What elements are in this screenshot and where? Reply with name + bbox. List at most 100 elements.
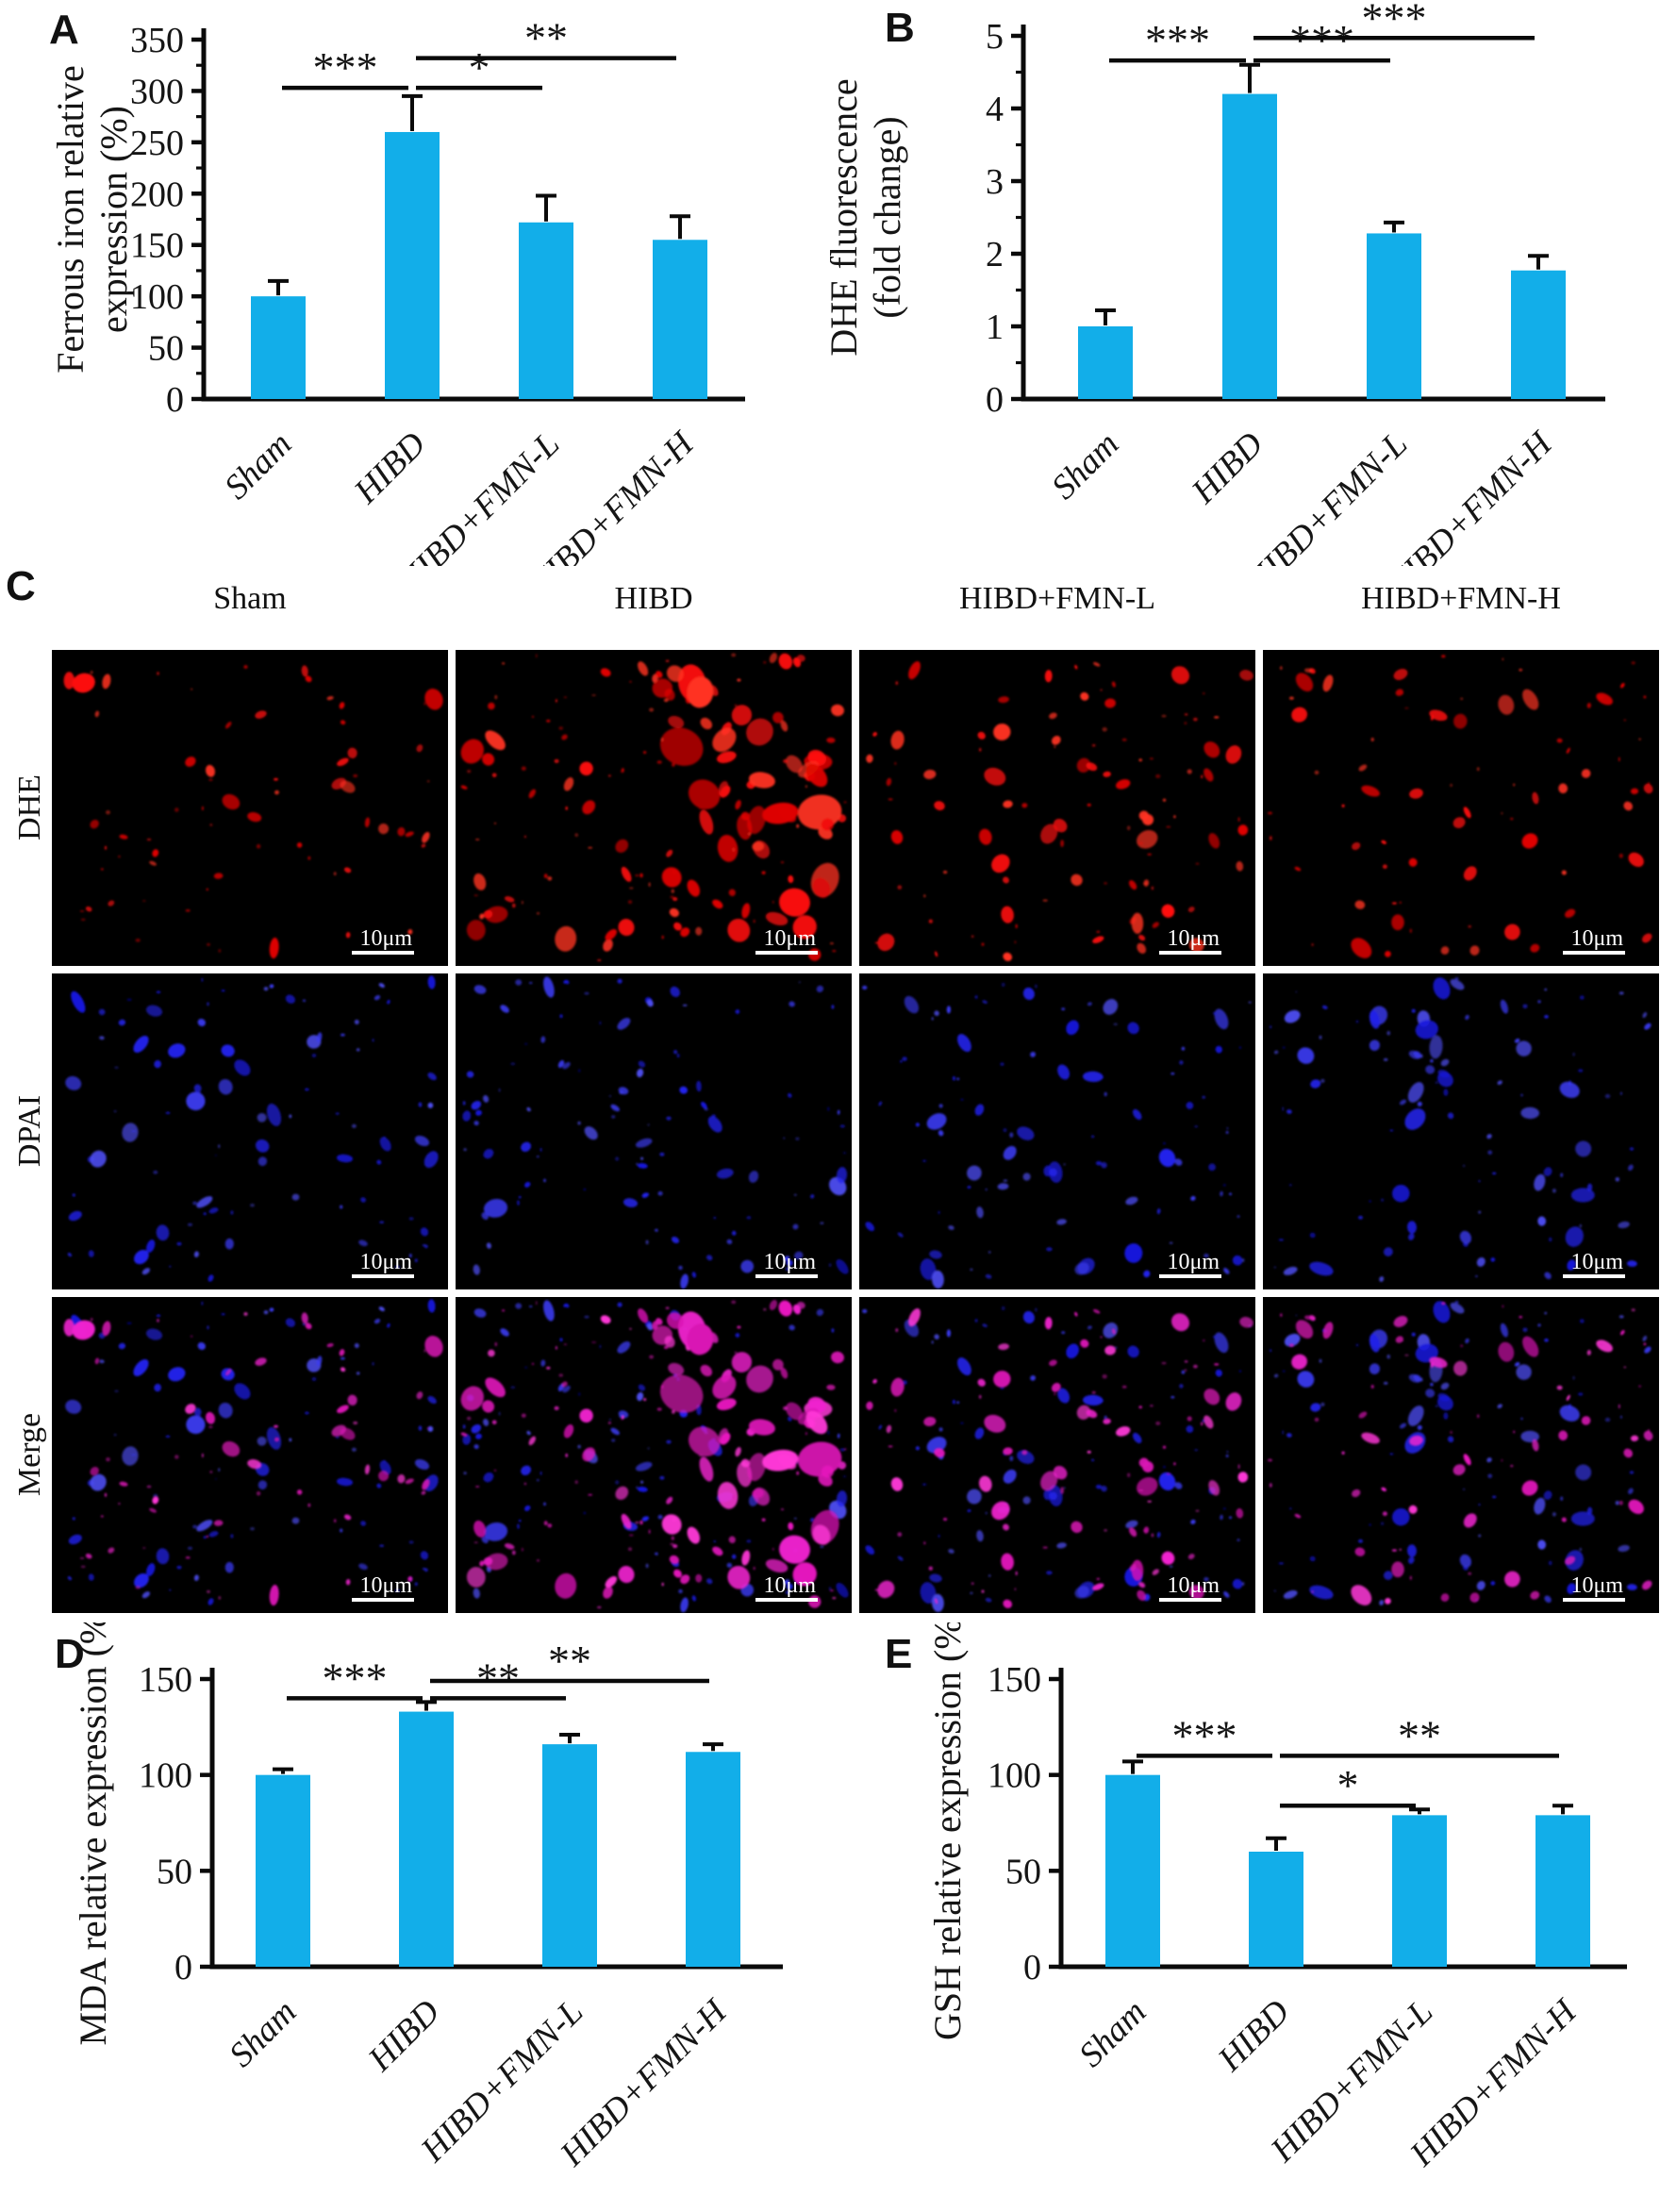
bar-B-Sham: [1078, 326, 1133, 399]
dhe-red-blobs: [1268, 655, 1653, 958]
y-axis-title-A-line2: expression (%): [92, 106, 135, 333]
y-tick-label-B: 0: [986, 380, 1004, 420]
scale-bar: [1563, 951, 1625, 955]
bar-D-HIBD: [399, 1711, 454, 1967]
y-tick-label-B: 5: [986, 17, 1004, 57]
micrograph-column-header-hibd: HIBD: [614, 581, 693, 616]
dhe-red-blobs: [63, 665, 443, 959]
micrograph-dpai-hibd+fmn-l: 10μm: [859, 973, 1255, 1289]
significance-label-D-0-1: ***: [323, 1654, 388, 1702]
bar-E-HIBD: [1249, 1852, 1303, 1967]
y-tick-label-D: 100: [139, 1756, 192, 1796]
scale-bar: [352, 1598, 414, 1602]
bar-A-HIBD: [385, 131, 440, 399]
micrograph-background: [1263, 650, 1659, 966]
scale-bar-label: 10μm: [1167, 926, 1220, 951]
y-tick-label-B: 2: [986, 235, 1004, 274]
scale-bar-label: 10μm: [1570, 926, 1623, 951]
merge-blue-blobs: [862, 1306, 1252, 1612]
significance-label-E-1-2: *: [1337, 1761, 1359, 1809]
significance-label-A-1-3: **: [524, 14, 568, 62]
micrograph-background: [859, 973, 1255, 1289]
y-tick-label-B: 4: [986, 90, 1004, 129]
micrograph-dpai-hibd: 10μm: [456, 973, 852, 1289]
bar-E-HIBD+FMN-H: [1536, 1815, 1590, 1967]
bars-B: [1078, 93, 1566, 399]
micrograph-merge-hibd+fmn-l: 10μm: [859, 1297, 1255, 1613]
micrograph-background: [1263, 973, 1659, 1289]
micrograph-background: [52, 650, 448, 966]
scale-bar: [1563, 1274, 1625, 1278]
scale-bar: [1159, 1274, 1221, 1278]
dpai-blue-blobs: [1270, 977, 1652, 1282]
micrograph-merge-sham: 10μm: [52, 1297, 448, 1613]
dhe-red-blobs: [866, 661, 1253, 961]
micrograph-dhe-hibd: 10μm: [456, 650, 852, 966]
dhe-red-blobs: [460, 652, 847, 962]
x-category-label-B-HIBD: HIBD: [1184, 424, 1270, 511]
y-tick-label-A: 150: [130, 226, 184, 266]
micrograph-dhe-hibd+fmn-l: 10μm: [859, 650, 1255, 966]
bar-D-HIBD+FMN-L: [542, 1744, 597, 1967]
y-tick-label-A: 300: [130, 72, 184, 111]
y-tick-label-A: 350: [130, 21, 184, 60]
y-tick-label-B: 1: [986, 308, 1004, 347]
micrograph-merge-hibd: 10μm: [456, 1297, 852, 1613]
panel-c-letter: C: [6, 563, 36, 609]
bar-B-HIBD: [1222, 93, 1277, 399]
bar-D-HIBD+FMN-H: [686, 1752, 740, 1967]
y-tick-label-A: 100: [130, 277, 184, 317]
x-category-label-E-HIBD: HIBD: [1210, 1992, 1297, 2079]
micrograph-background: [52, 973, 448, 1289]
y-tick-label-D: 150: [139, 1660, 192, 1700]
significance-label-D-1-2: **: [476, 1654, 520, 1702]
micrograph-background: [859, 1297, 1255, 1613]
dpai-blue-blobs: [462, 976, 849, 1289]
x-category-label-D-Sham: Sham: [222, 1992, 304, 2074]
significance-brackets-A: *** ***: [282, 14, 676, 91]
y-tick-label-A: 250: [130, 124, 184, 163]
x-category-label-A-Sham: Sham: [217, 424, 299, 507]
y-axis-title-E-line1: GSH relative expression (%): [926, 1622, 969, 2040]
significance-brackets-E: ******: [1137, 1711, 1559, 1809]
scale-bar: [755, 951, 818, 955]
scale-bar-label: 10μm: [359, 926, 412, 951]
x-category-label-B-Sham: Sham: [1044, 424, 1126, 507]
bar-A-HIBD+FMN-L: [519, 222, 573, 399]
scale-bar: [1563, 1598, 1625, 1602]
scale-bar: [755, 1274, 818, 1278]
scale-bar: [1159, 951, 1221, 955]
significance-label-B-0-1: ***: [1145, 16, 1210, 64]
significance-label-E-0-1: ***: [1172, 1711, 1237, 1759]
x-category-label-D-HIBD: HIBD: [360, 1992, 447, 2079]
bar-A-Sham: [251, 296, 306, 399]
panel-e-letter: E: [885, 1631, 913, 1677]
y-tick-label-B: 3: [986, 162, 1004, 202]
y-tick-label-E: 150: [988, 1660, 1041, 1700]
bars-A: [251, 131, 707, 399]
y-tick-label-A: 200: [130, 175, 184, 214]
y-tick-label-E: 100: [988, 1756, 1041, 1796]
bars-E: [1105, 1774, 1590, 1967]
scale-bar-label: 10μm: [763, 1250, 816, 1274]
x-category-label-E-Sham: Sham: [1071, 1992, 1154, 2074]
scale-bar-label: 10μm: [763, 926, 816, 951]
scale-bar-label: 10μm: [1167, 1573, 1220, 1598]
error-bars-A: [268, 93, 690, 296]
micrograph-background: [456, 973, 852, 1289]
merge-magenta-blobs: [63, 1312, 443, 1606]
panel-b-letter: B: [885, 5, 915, 51]
bar-E-HIBD+FMN-L: [1392, 1815, 1447, 1967]
significance-label-D-1-3: **: [548, 1637, 591, 1685]
significance-label-A-0-1: ***: [313, 43, 378, 91]
scale-bar-label: 10μm: [763, 1573, 816, 1598]
micrograph-background: [52, 1297, 448, 1613]
micrograph-column-header-fmn-h: HIBD+FMN-H: [1361, 581, 1561, 616]
micrograph-background: [859, 650, 1255, 966]
micrograph-dhe-hibd+fmn-h: 10μm: [1263, 650, 1659, 966]
micrograph-column-header-sham: Sham: [213, 581, 287, 616]
y-tick-label-E: 50: [1005, 1852, 1041, 1891]
